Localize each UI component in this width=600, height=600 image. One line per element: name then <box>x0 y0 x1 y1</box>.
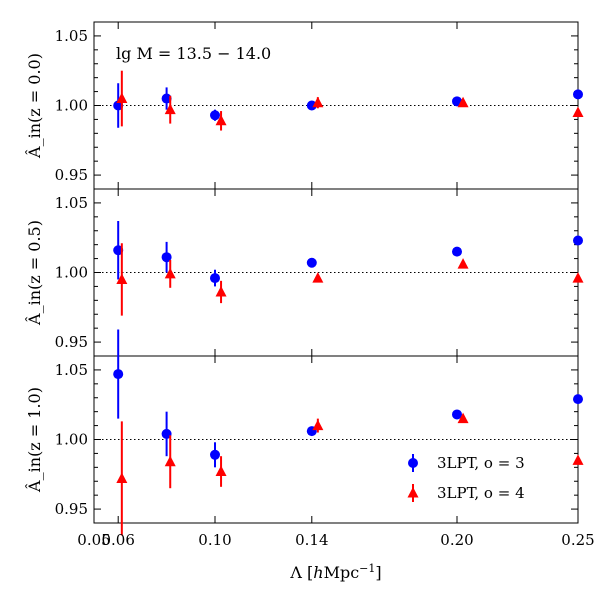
data-point-o3 <box>573 235 583 246</box>
data-point-o4 <box>164 455 176 467</box>
data-point-o4 <box>164 103 176 115</box>
legend: 3LPT, o = 3 3LPT, o = 4 <box>407 454 525 502</box>
data-point-o3 <box>210 110 220 121</box>
data-point-o3 <box>113 245 124 256</box>
data-point-o3 <box>113 369 124 380</box>
y-axis-label: Â_in(z = 0.5) <box>24 220 44 326</box>
x-tick-label: 0.20 <box>440 531 473 549</box>
data-point-o4 <box>215 465 227 477</box>
y-tick-label: 0.95 <box>55 333 88 351</box>
y-axis-label: Â_in(z = 0.0) <box>24 53 44 159</box>
y-tick-label: 1.00 <box>55 264 88 282</box>
y-tick-label: 1.00 <box>55 97 88 115</box>
data-point-o4 <box>312 96 324 108</box>
data-point-o3 <box>306 100 317 111</box>
y-tick-label: 0.95 <box>55 166 88 184</box>
x-tick-label: 0.05 <box>77 531 110 549</box>
data-point-o4 <box>215 114 227 126</box>
panel-3: 0.95 1.00 1.05 Â_in(z = 1.0) <box>24 329 584 536</box>
x-tick-label: 0.25 <box>561 531 594 549</box>
data-point-o3 <box>210 449 220 460</box>
data-point-o4 <box>164 267 176 279</box>
panel-2: 0.95 1.00 1.05 Â_in(z = 0.5) <box>24 188 584 357</box>
data-point-o4 <box>457 96 469 108</box>
y-tick-label: 1.05 <box>55 361 88 379</box>
data-point-o4 <box>312 419 324 431</box>
legend-marker-triangle <box>407 487 419 498</box>
data-point-o3 <box>306 257 317 268</box>
data-point-o4 <box>215 285 227 297</box>
data-point-o3 <box>573 89 583 100</box>
panels: 0.95 1.00 1.05 Â_in(z = 0.0) 0.95 1.00 1.05 Â_i… <box>24 21 584 536</box>
data-point-o4 <box>116 92 128 104</box>
panel-1: 0.95 1.00 1.05 Â_in(z = 0.0) <box>24 21 584 190</box>
data-point-o3 <box>161 93 172 104</box>
x-axis: 0.050.06 0.10 0.14 0.20 0.25 <box>77 531 594 549</box>
x-axis-label: Λ [hMpc−1] <box>289 562 381 582</box>
y-tick-label: 1.00 <box>55 431 88 449</box>
mass-range-annotation: lg M = 13.5 − 14.0 <box>116 44 271 63</box>
data-point-o3 <box>452 409 462 420</box>
data-point-o3 <box>161 428 172 439</box>
y-axis-label: Â_in(z = 1.0) <box>24 387 44 493</box>
y-tick-label: 0.95 <box>55 500 88 518</box>
data-point-o4 <box>312 272 324 283</box>
x-tick-label: 0.10 <box>198 531 231 549</box>
y-tick-label: 1.05 <box>55 194 88 212</box>
data-point-o4 <box>572 106 584 117</box>
data-point-o4 <box>457 258 469 269</box>
data-point-o3 <box>573 394 583 405</box>
y-tick-label: 1.05 <box>55 27 88 45</box>
data-point-o3 <box>452 246 462 257</box>
data-point-o4 <box>572 272 584 283</box>
data-point-o4 <box>116 472 128 483</box>
legend-marker-circle <box>408 458 418 468</box>
data-point-o4 <box>457 412 469 424</box>
data-point-o4 <box>116 273 128 284</box>
data-point-o3 <box>210 273 220 284</box>
legend-label: 3LPT, o = 4 <box>437 484 525 502</box>
data-point-o4 <box>572 454 584 465</box>
data-point-o3 <box>161 252 172 263</box>
legend-label: 3LPT, o = 3 <box>437 454 525 472</box>
x-tick-label: 0.06 <box>101 531 134 549</box>
x-tick-label: 0.14 <box>295 531 328 549</box>
